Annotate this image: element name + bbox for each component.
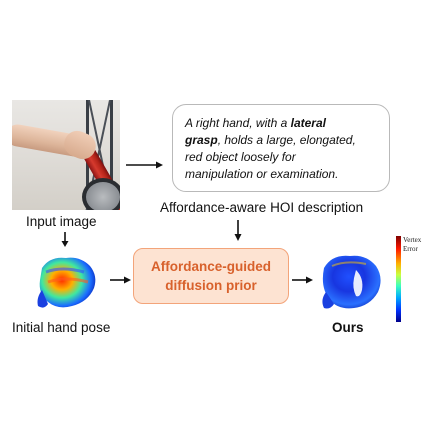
arrow-photo-to-description (126, 161, 163, 169)
arrow-description-to-prior (234, 220, 242, 241)
colorbar-title-line-2: Error (403, 245, 418, 253)
colorbar-title-line-1: Vertex (403, 236, 422, 244)
description-line-2: grasp, holds a large, elongated, (185, 133, 356, 147)
hoi-description-box: A right hand, with a lateral grasp, hold… (172, 104, 390, 192)
arrow-input-to-hand (61, 232, 69, 247)
description-line-3: red object loosely for (185, 150, 296, 164)
output-hand-mesh (322, 255, 381, 309)
ours-label: Ours (332, 320, 364, 335)
input-image-label: Input image (26, 214, 97, 229)
hoi-description-label: Affordance-aware HOI description (160, 200, 364, 215)
input-image (12, 100, 120, 210)
arrow-hand-to-prior (110, 276, 131, 284)
initial-hand-pose-label: Initial hand pose (12, 320, 111, 335)
ring-object (82, 178, 120, 210)
description-line-1: A right hand, with a lateral (185, 116, 326, 130)
prior-line-1: Affordance-guided (151, 259, 271, 274)
arrow-prior-to-output (292, 276, 313, 284)
truss-bar (110, 100, 113, 210)
description-line-4: manipulation or examination. (185, 167, 339, 181)
prior-line-2: diffusion prior (165, 278, 257, 293)
diffusion-prior-box: Affordance-guided diffusion prior (133, 248, 289, 304)
initial-hand-mesh (37, 257, 96, 308)
vertex-error-colorbar (396, 236, 401, 322)
